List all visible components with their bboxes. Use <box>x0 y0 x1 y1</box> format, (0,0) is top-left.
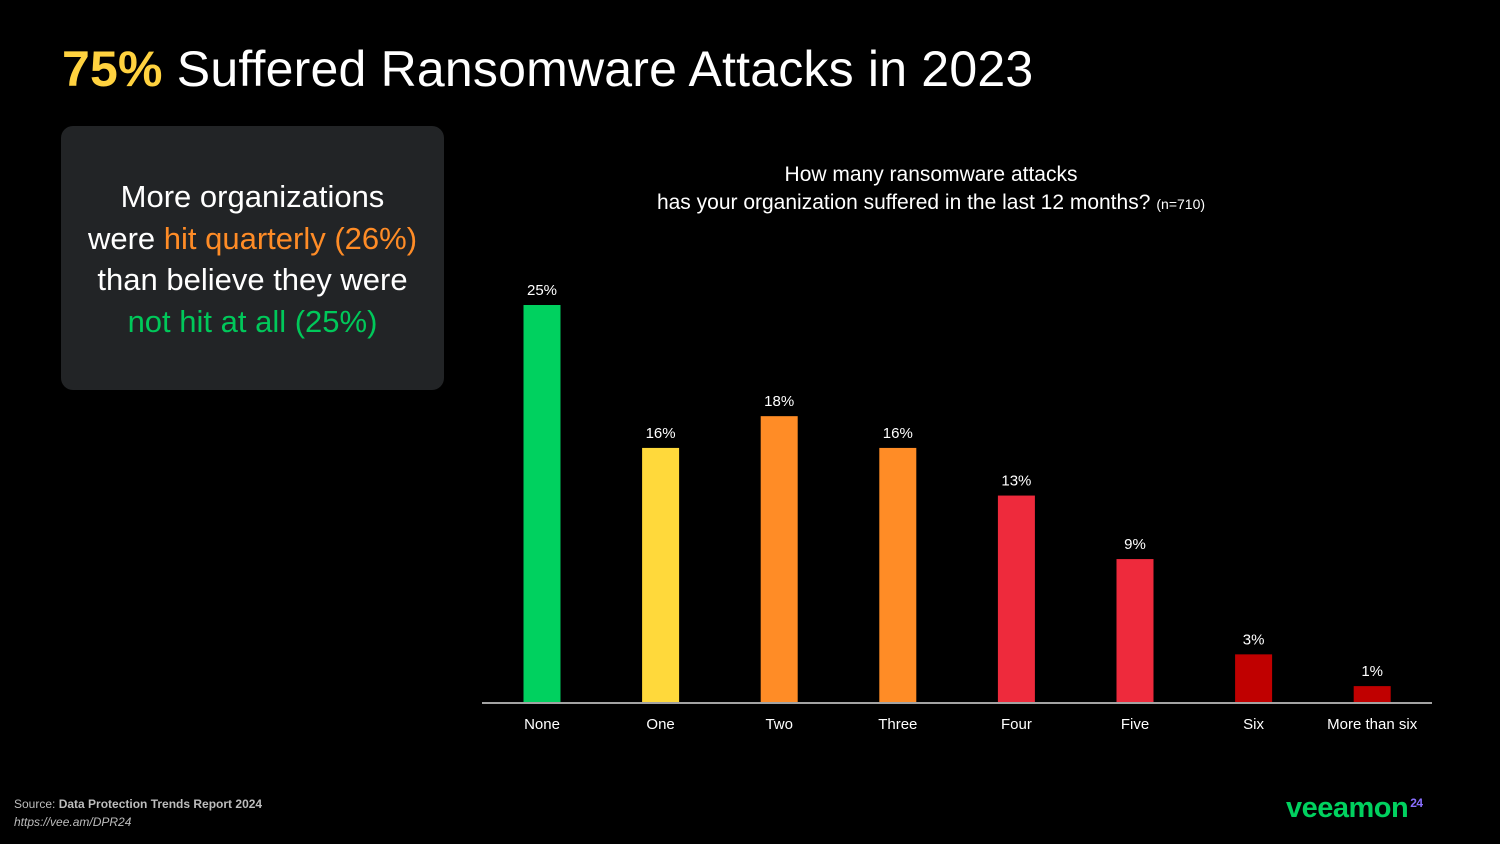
source-label: Source: <box>14 797 56 811</box>
chart-title-line-2: has your organization suffered in the la… <box>657 191 1205 214</box>
bar-more-than-six <box>1353 686 1391 702</box>
callout-line-2: were hit quarterly (26%) <box>61 218 444 260</box>
source-line: Source: Data Protection Trends Report 20… <box>14 795 262 813</box>
data-label: 13% <box>1001 473 1031 490</box>
data-label: 18% <box>764 393 794 410</box>
callout-box: More organizations were hit quarterly (2… <box>61 126 444 390</box>
source-url: https://vee.am/DPR24 <box>14 815 132 829</box>
logo-text: veeamon <box>1286 792 1409 824</box>
bar-none <box>523 305 561 702</box>
category-label: Five <box>1121 716 1149 733</box>
source-note: Source: Data Protection Trends Report 20… <box>14 795 262 831</box>
callout-not-hit-highlight: not hit at all (25%) <box>127 303 378 339</box>
slide-title: 75% Suffered Ransomware Attacks in 2023 <box>62 40 1033 98</box>
bar-three <box>879 447 917 702</box>
data-label: 1% <box>1361 663 1383 680</box>
bar-six <box>1235 654 1273 702</box>
attacks-bar-chart: How many ransomware attacks has your org… <box>482 163 1432 733</box>
bar-five <box>1116 559 1154 702</box>
category-label: More than six <box>1327 716 1418 733</box>
category-label: Four <box>1001 716 1032 733</box>
chart-sample-size: (n=710) <box>1156 196 1205 212</box>
category-label: None <box>524 716 560 733</box>
category-label: Six <box>1243 716 1264 733</box>
bar-one <box>642 447 680 702</box>
bar-two <box>760 416 798 702</box>
category-label: Two <box>765 716 793 733</box>
logo-suffix: 24 <box>1410 796 1423 810</box>
veeamon-logo: veeamon 24 <box>1286 792 1423 825</box>
title-text: Suffered Ransomware Attacks in 2023 <box>162 41 1034 97</box>
title-highlight: 75% <box>62 41 163 97</box>
callout-line-2-prefix: were <box>87 220 164 256</box>
category-label: Three <box>878 716 917 733</box>
data-label: 16% <box>883 425 913 442</box>
data-label: 3% <box>1243 631 1265 648</box>
bar-four <box>997 495 1035 702</box>
data-label: 16% <box>646 425 676 442</box>
chart-bars: 25% None 16% One 18% Two 16% Three 13% Four 9% Five… <box>523 282 1418 733</box>
callout-quarterly-highlight: hit quarterly (26%) <box>163 220 418 256</box>
data-label: 9% <box>1124 536 1146 553</box>
category-label: One <box>646 716 674 733</box>
data-label: 25% <box>527 282 557 299</box>
callout-line-3: than believe they were <box>97 262 408 297</box>
chart-title-line-1: How many ransomware attacks <box>785 163 1078 186</box>
source-title: Data Protection Trends Report 2024 <box>55 797 263 811</box>
callout-line-1: More organizations <box>120 179 385 214</box>
chart-title-question: has your organization suffered in the la… <box>657 191 1150 214</box>
